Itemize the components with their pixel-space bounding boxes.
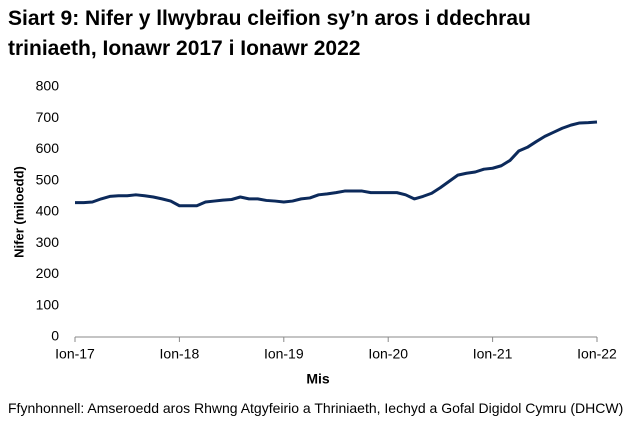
y-tick-label: 500 xyxy=(36,171,60,187)
y-tick-label: 100 xyxy=(36,296,60,312)
x-tick-label: Ion-21 xyxy=(473,346,513,362)
chart-title: Siart 9: Nifer y llwybrau cleifion sy’n … xyxy=(8,7,531,60)
x-tick-label: Ion-17 xyxy=(55,346,95,362)
y-tick-label: 400 xyxy=(36,203,60,219)
x-tick-label: Ion-19 xyxy=(264,346,304,362)
y-tick-label: 300 xyxy=(36,234,60,250)
y-axis-label: Nifer (miloedd) xyxy=(11,166,26,258)
y-tick-label: 200 xyxy=(36,265,60,281)
x-axis-label: Mis xyxy=(306,371,330,387)
data-line xyxy=(75,120,598,208)
x-tick-label: Ion-18 xyxy=(160,346,200,362)
y-tick-label: 0 xyxy=(51,328,59,344)
y-tick-label: 800 xyxy=(36,78,60,94)
x-tick-label: Ion-20 xyxy=(368,346,408,362)
x-tick-label: Ion-22 xyxy=(577,346,617,362)
y-tick-label: 700 xyxy=(36,109,60,125)
y-tick-label: 600 xyxy=(36,140,60,156)
source-note: Ffynhonnell: Amseroedd aros Rhwng Atgyfe… xyxy=(8,400,624,416)
